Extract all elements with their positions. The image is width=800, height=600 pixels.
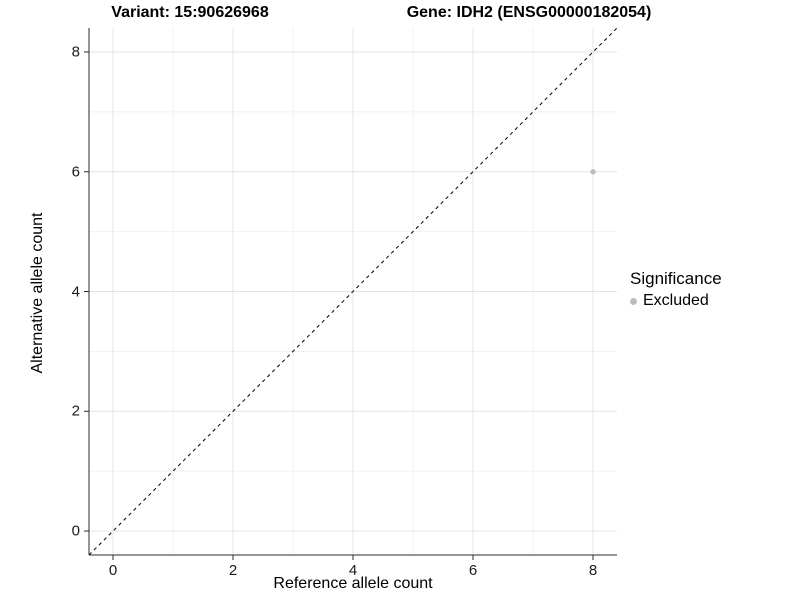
legend-item-excluded: Excluded: [630, 292, 722, 310]
identity-line: [88, 27, 618, 556]
variant-title: Variant: 15:90626968: [111, 4, 269, 21]
legend: Significance Excluded: [630, 269, 722, 310]
data-point: [590, 169, 596, 175]
y-tick-label: 4: [71, 283, 80, 300]
legend-title: Significance: [630, 269, 722, 288]
y-tick-label: 6: [71, 163, 80, 181]
y-tick-label: 0: [71, 522, 80, 540]
legend-point-swatch-icon: [630, 297, 637, 305]
y-tick-label: 8: [71, 43, 80, 61]
x-axis-label: Reference allele count: [273, 575, 433, 592]
legend-item-label: Excluded: [643, 292, 709, 309]
x-tick-label: 6: [468, 562, 478, 579]
x-tick-label: 0: [108, 562, 118, 579]
gene-title: Gene: IDH2 (ENSG00000182054): [406, 4, 652, 21]
x-tick-label: 2: [228, 562, 238, 579]
x-tick-label: 4: [348, 562, 358, 579]
y-tick-label: 2: [71, 402, 80, 420]
x-tick-label: 8: [588, 562, 598, 579]
y-axis-label: Alternative allele count: [29, 212, 46, 374]
